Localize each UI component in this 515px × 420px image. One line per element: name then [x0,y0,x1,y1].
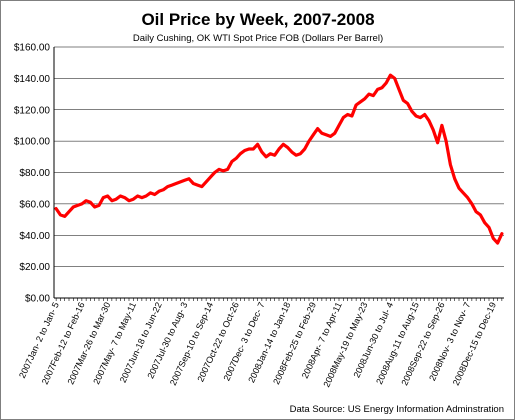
y-tick-label: $40.00 [19,231,50,242]
series-layer [54,73,504,245]
axes [53,47,504,301]
gridlines [54,46,504,267]
chart-title: Oil Price by Week, 2007-2008 [141,10,374,29]
price-series-line [54,73,504,245]
y-tick-label: $20.00 [19,262,50,273]
data-source-note: Data Source: US Energy Information Admin… [290,404,504,415]
y-tick-label: $140.00 [14,74,51,85]
y-tick-label: $120.00 [14,105,51,116]
y-axis-tick-labels: $0.00 $20.00 $40.00 $60.00 $80.00 $100.00 $120… [14,43,51,305]
y-tick-label: $100.00 [14,137,51,148]
y-tick-label: $160.00 [14,43,51,54]
y-tick-label: $80.00 [19,168,50,179]
chart-subtitle: Daily Cushing, OK WTI Spot Price FOB (Do… [133,33,383,44]
y-tick-label: $60.00 [19,199,50,210]
y-tick-label: $0.00 [25,294,50,305]
